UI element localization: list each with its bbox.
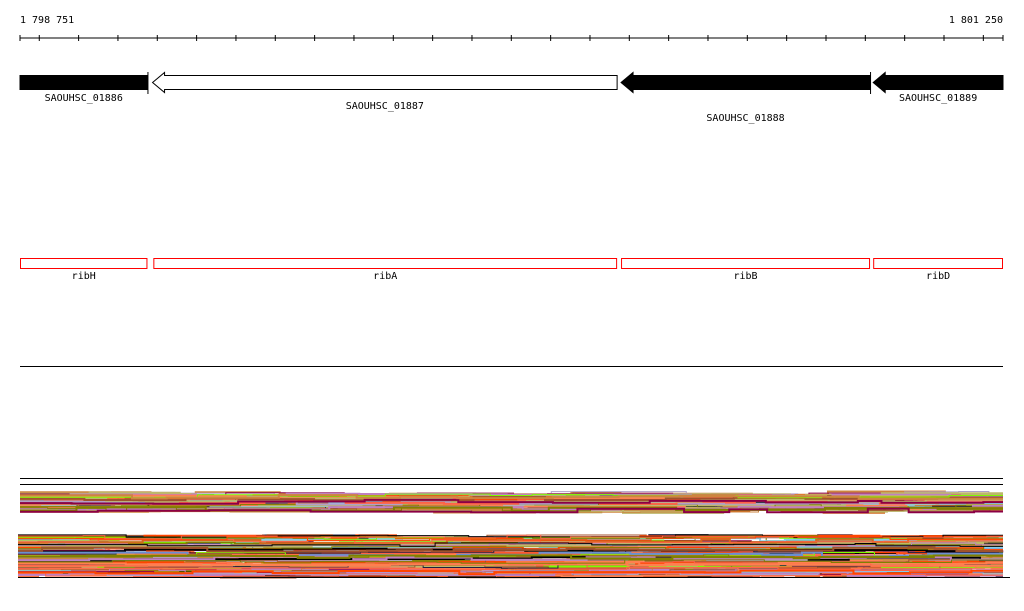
gene-name-track: ribH ribA ribB ribD — [20, 258, 1003, 282]
coverage-line — [18, 559, 1003, 564]
gene-name-label: ribD — [926, 271, 950, 282]
ruler-start-label: 1 798 751 — [20, 15, 74, 26]
gene-label: SAOUHSC_01886 — [45, 93, 123, 104]
gene-label: SAOUHSC_01887 — [346, 101, 424, 112]
gene-name-box-ribH[interactable] — [20, 258, 148, 269]
coverage-line — [18, 569, 1003, 576]
coverage-line — [18, 538, 1003, 545]
gene-name-box-ribD[interactable] — [873, 258, 1003, 269]
coverage-line — [18, 542, 1003, 547]
coverage-line — [18, 572, 1003, 577]
gene-label: SAOUHSC_01889 — [899, 93, 977, 104]
gene-SAOUHSC_01888[interactable] — [620, 71, 871, 94]
gene-name-box-ribB[interactable] — [621, 258, 871, 269]
gene-SAOUHSC_01887[interactable] — [151, 71, 618, 94]
gene-name-box-ribA[interactable] — [153, 258, 618, 269]
gene-SAOUHSC_01889[interactable] — [872, 71, 1004, 94]
coverage-line — [18, 539, 1003, 544]
gene-SAOUHSC_01886[interactable] — [19, 75, 148, 90]
ruler: 1 798 751 1 801 250 — [19, 15, 1004, 41]
coverage-line — [18, 567, 1003, 572]
coverage-line — [18, 554, 1003, 558]
gene-name-label: ribH — [72, 271, 96, 282]
coverage-line — [20, 494, 1003, 500]
coverage-line — [20, 498, 1003, 505]
gene-name-label: ribB — [734, 271, 758, 282]
coverage-track — [18, 478, 1010, 579]
gene-track: SAOUHSC_01886 SAOUHSC_01887 SAOUHSC_01888 S… — [19, 71, 1004, 124]
ruler-end-label: 1 801 250 — [949, 15, 1003, 26]
coverage-line — [18, 536, 1003, 541]
coverage-line — [20, 507, 1003, 514]
gene-label: SAOUHSC_01888 — [706, 113, 784, 124]
coverage-line — [18, 546, 1003, 553]
gene-name-label: ribA — [373, 271, 397, 282]
